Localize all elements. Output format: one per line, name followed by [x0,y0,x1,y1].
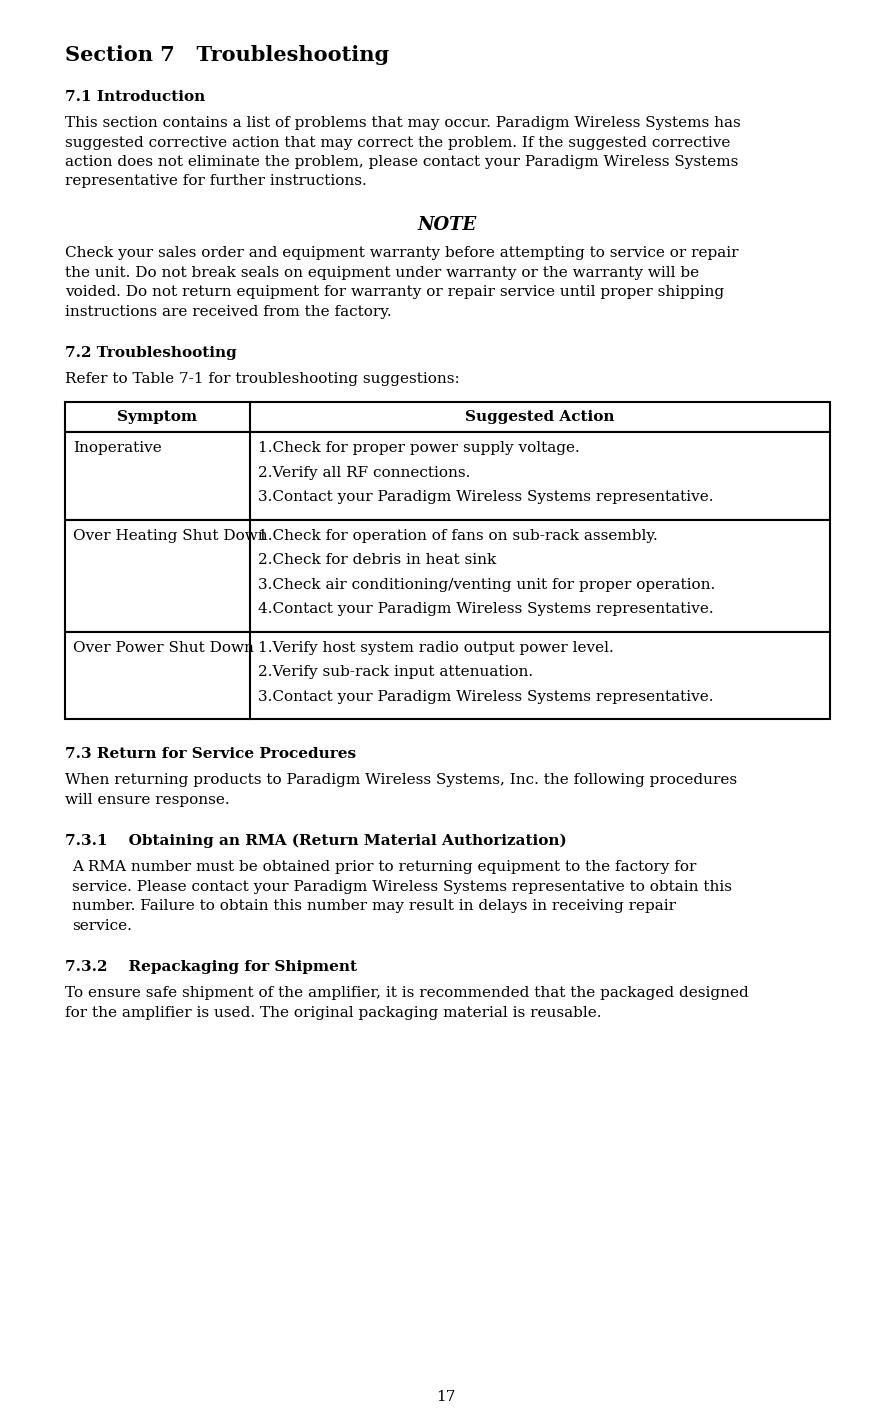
Text: Refer to Table 7-1 for troubleshooting suggestions:: Refer to Table 7-1 for troubleshooting s… [65,371,460,385]
Text: voided. Do not return equipment for warranty or repair service until proper ship: voided. Do not return equipment for warr… [65,285,724,299]
Text: for the amplifier is used. The original packaging material is reusable.: for the amplifier is used. The original … [65,1005,601,1019]
Text: 4.Contact your Paradigm Wireless Systems representative.: 4.Contact your Paradigm Wireless Systems… [258,602,714,616]
Text: Symptom: Symptom [118,409,198,424]
Text: 3.Contact your Paradigm Wireless Systems representative.: 3.Contact your Paradigm Wireless Systems… [258,490,714,504]
Text: service. Please contact your Paradigm Wireless Systems representative to obtain : service. Please contact your Paradigm Wi… [72,880,732,894]
Text: 17: 17 [436,1389,455,1404]
Text: This section contains a list of problems that may occur. Paradigm Wireless Syste: This section contains a list of problems… [65,116,740,130]
Text: 2.Verify sub-rack input attenuation.: 2.Verify sub-rack input attenuation. [258,665,533,679]
Text: number. Failure to obtain this number may result in delays in receiving repair: number. Failure to obtain this number ma… [72,899,676,914]
Bar [65,631,830,719]
Text: instructions are received from the factory.: instructions are received from the facto… [65,305,392,319]
Text: 7.3.1    Obtaining an RMA (Return Material Authorization): 7.3.1 Obtaining an RMA (Return Material … [65,834,567,849]
Text: 7.3 Return for Service Procedures: 7.3 Return for Service Procedures [65,747,356,761]
Text: Over Heating Shut Down: Over Heating Shut Down [73,528,267,542]
Text: When returning products to Paradigm Wireless Systems, Inc. the following procedu: When returning products to Paradigm Wire… [65,772,737,786]
Text: Suggested Action: Suggested Action [465,409,615,424]
Text: representative for further instructions.: representative for further instructions. [65,175,367,188]
Text: 1.Check for proper power supply voltage.: 1.Check for proper power supply voltage. [258,441,580,455]
Text: 1.Check for operation of fans on sub-rack assembly.: 1.Check for operation of fans on sub-rac… [258,528,658,542]
Text: 2.Verify all RF connections.: 2.Verify all RF connections. [258,466,470,480]
Bar [65,402,830,432]
Text: A RMA number must be obtained prior to returning equipment to the factory for: A RMA number must be obtained prior to r… [72,860,697,874]
Text: Over Power Shut Down: Over Power Shut Down [73,641,254,655]
Text: 3.Contact your Paradigm Wireless Systems representative.: 3.Contact your Paradigm Wireless Systems… [258,689,714,703]
Text: service.: service. [72,918,132,932]
Text: 3.Check air conditioning/venting unit for proper operation.: 3.Check air conditioning/venting unit fo… [258,578,715,592]
Text: 2.Check for debris in heat sink: 2.Check for debris in heat sink [258,554,496,568]
Text: 7.3.2    Repackaging for Shipment: 7.3.2 Repackaging for Shipment [65,960,357,974]
Text: suggested corrective action that may correct the problem. If the suggested corre: suggested corrective action that may cor… [65,136,731,150]
Bar [65,432,830,520]
Text: action does not eliminate the problem, please contact your Paradigm Wireless Sys: action does not eliminate the problem, p… [65,155,739,169]
Text: NOTE: NOTE [418,216,477,234]
Text: Section 7   Troubleshooting: Section 7 Troubleshooting [65,45,389,65]
Text: Inoperative: Inoperative [73,441,162,455]
Text: To ensure safe shipment of the amplifier, it is recommended that the packaged de: To ensure safe shipment of the amplifier… [65,986,748,1000]
Text: the unit. Do not break seals on equipment under warranty or the warranty will be: the unit. Do not break seals on equipmen… [65,265,699,280]
Text: 7.2 Troubleshooting: 7.2 Troubleshooting [65,346,237,360]
Bar [65,520,830,631]
Text: Check your sales order and equipment warranty before attempting to service or re: Check your sales order and equipment war… [65,246,739,260]
Text: 7.1 Introduction: 7.1 Introduction [65,90,205,104]
Text: 1.Verify host system radio output power level.: 1.Verify host system radio output power … [258,641,614,655]
Text: will ensure response.: will ensure response. [65,792,230,806]
